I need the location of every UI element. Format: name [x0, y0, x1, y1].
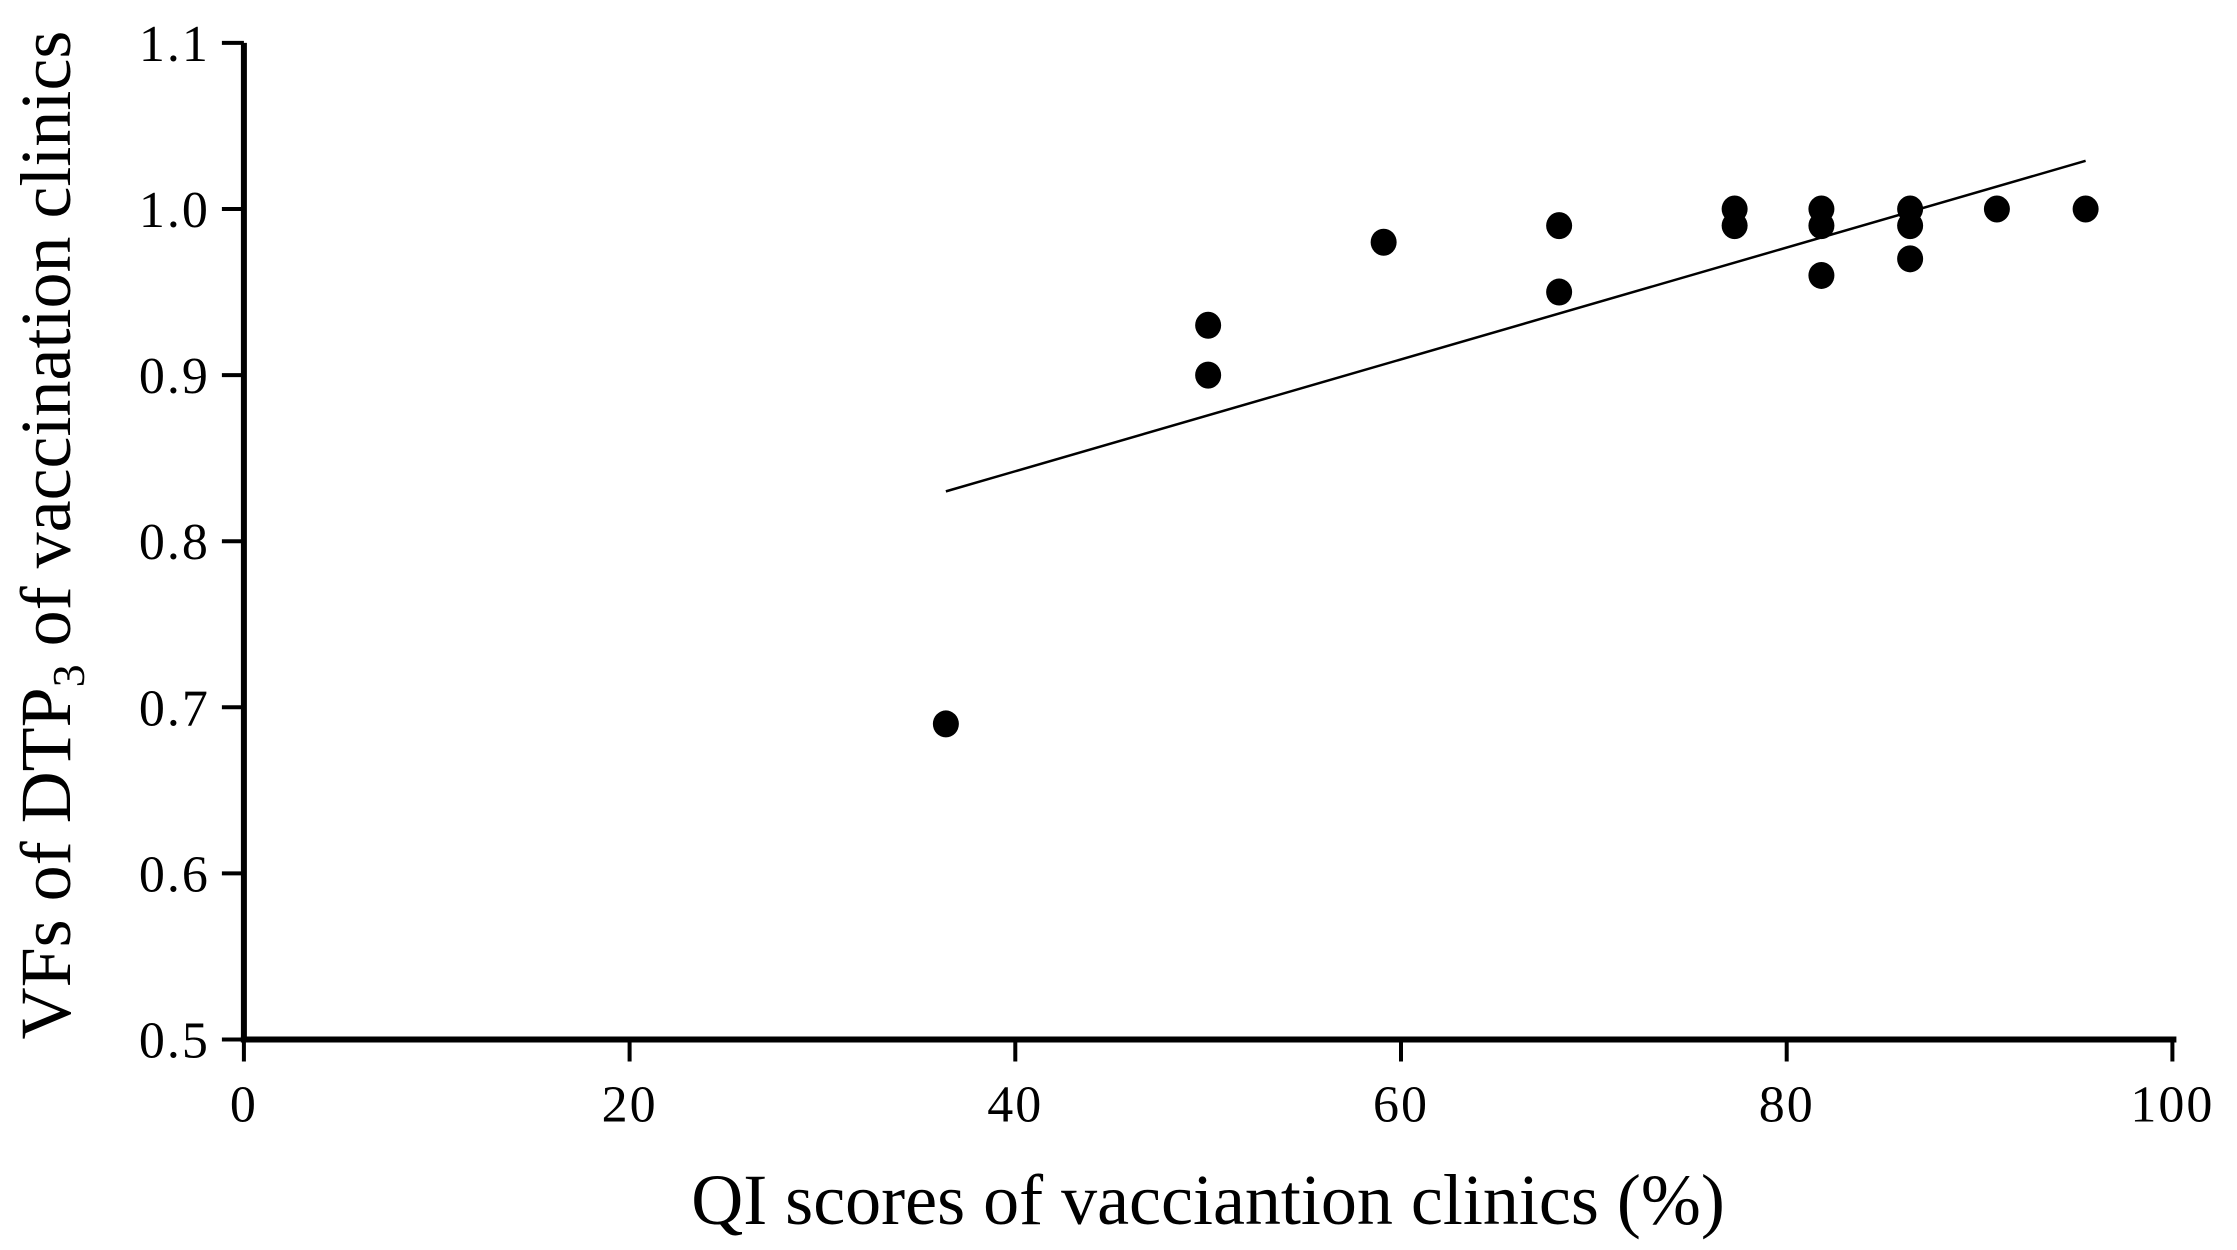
data-point	[1546, 278, 1573, 306]
x-tick-label: 0	[230, 1077, 258, 1134]
y-tick-label: 0.8	[139, 514, 210, 571]
data-point	[1370, 228, 1397, 256]
y-axis-title-subscript: 3	[43, 664, 94, 687]
x-tick-label: 20	[602, 1077, 658, 1134]
x-tick-label: 40	[987, 1077, 1043, 1134]
axes	[240, 42, 2177, 1043]
data-point	[2072, 195, 2099, 223]
x-axis-title: QI scores of vacciantion clinics (%)	[691, 1160, 1725, 1240]
y-tick-label: 1.0	[139, 182, 210, 239]
data-point	[1195, 361, 1222, 389]
y-tick-label: 0.6	[139, 846, 210, 903]
data-point	[1897, 195, 1924, 223]
y-tick-label: 0.5	[139, 1013, 210, 1070]
data-point	[1808, 261, 1835, 289]
data-point	[1897, 245, 1924, 273]
data-point	[1983, 195, 2010, 223]
x-tick-label: 60	[1373, 1077, 1429, 1134]
y-tick-label: 0.9	[139, 348, 210, 405]
trend-line-segment	[945, 159, 2086, 493]
x-tick-label: 100	[2130, 1077, 2214, 1134]
data-point	[1808, 195, 1835, 223]
data-point	[1546, 212, 1573, 240]
tick-marks	[221, 40, 2175, 1062]
data-point	[932, 710, 959, 738]
data-point	[1195, 311, 1222, 339]
y-axis-title: VFs of DTP3 of vaccination clinics	[6, 31, 94, 1040]
y-tick-label: 1.1	[139, 16, 210, 73]
y-tick-label: 0.7	[139, 680, 210, 737]
tick-labels: 0.5 0.6 0.7 0.8 0.9 1.0 1.1 0 20 40 60 80 100	[139, 16, 2214, 1134]
data-point	[1721, 195, 1748, 223]
data-points	[932, 195, 2099, 738]
trend-line	[945, 159, 2086, 493]
x-tick-label: 80	[1759, 1077, 1815, 1134]
